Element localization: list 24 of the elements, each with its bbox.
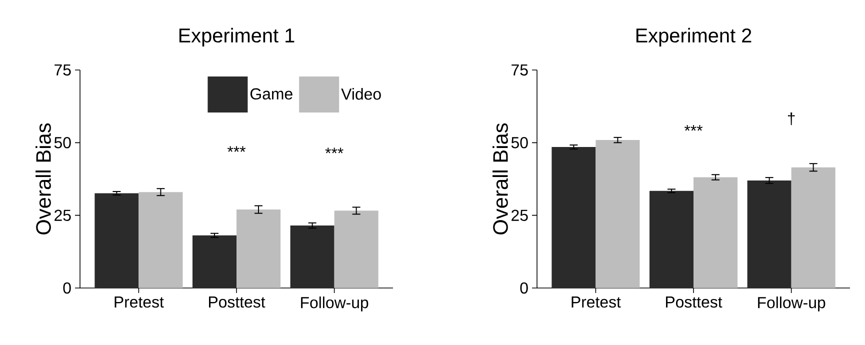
x-tick-label: Posttest [209, 296, 266, 308]
y-tick-label: 0 [520, 282, 528, 294]
y-axis-title: Overall Bias [36, 123, 51, 234]
y-tick-label: 25 [512, 210, 528, 221]
annotation: *** [684, 125, 703, 131]
y-tick-label: 25 [54, 210, 71, 221]
x-tick-label: Follow-up [301, 296, 368, 312]
annotation: *** [325, 148, 344, 154]
y-tick-label: 75 [54, 64, 71, 76]
chart-title: Experiment 2 [636, 28, 752, 47]
y-axis-title: Overall Bias [492, 123, 508, 234]
y-tick-label: 50 [54, 137, 71, 148]
chart-title: Experiment 1 [179, 28, 294, 47]
legend-label: Game [250, 88, 292, 100]
y-tick-label: 75 [512, 64, 528, 76]
y-tick-label: 50 [511, 137, 528, 148]
x-tick-label: Follow-up [758, 296, 826, 312]
y-tick-label: 0 [63, 282, 71, 294]
x-tick-label: Posttest [666, 296, 722, 308]
x-tick-label: Pretest [572, 296, 621, 308]
legend-label: Video [341, 88, 381, 100]
x-tick-label: Pretest [114, 296, 164, 308]
annotation: † [788, 112, 795, 126]
annotation: *** [227, 146, 246, 152]
